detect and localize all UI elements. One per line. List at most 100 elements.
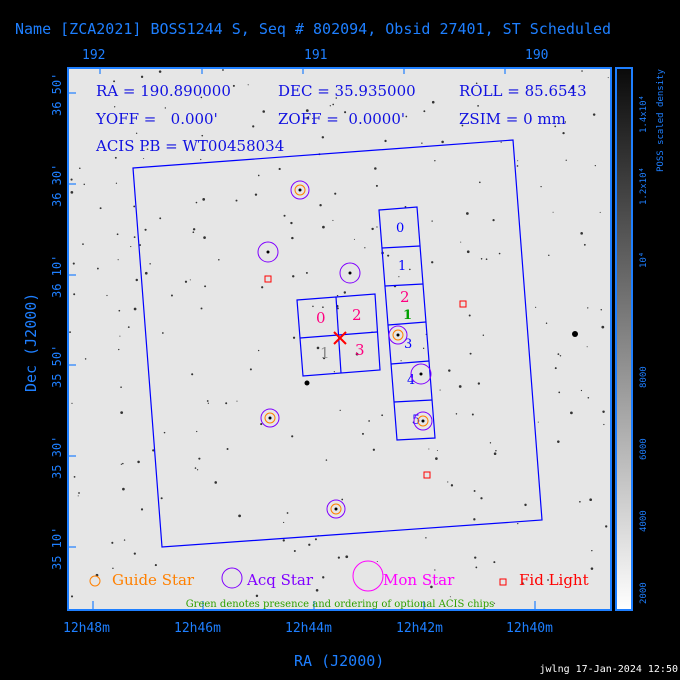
chip-label-i2: 2 [352,306,362,324]
sky-speck [106,294,108,297]
chip-label-i3: 3 [355,341,365,359]
sky-speck [200,96,203,99]
guide-star-marker [392,329,404,341]
sky-speck [493,452,497,455]
star [419,372,423,376]
sky-speck [589,498,593,502]
sky-speck [226,448,229,450]
sky-speck [257,349,260,352]
sky-speck [218,258,220,261]
sky-speck [99,207,102,210]
field-of-view-outline [132,139,543,548]
sky-speck [291,236,294,240]
sky-speck [305,109,309,112]
sky-speck [69,331,71,334]
left-tick-label: 35 50' [50,344,64,388]
acis-pb-value: ACIS PB = WT00458034 [95,137,284,155]
sky-speck [70,178,73,181]
sky-speck [290,221,293,225]
star [266,250,270,254]
acq-star-marker [290,180,310,200]
sky-speck [554,125,557,128]
axis-ticks [68,68,536,610]
chip-label-s5: 5 [412,413,420,428]
sky-speck [170,294,173,297]
sky-speck [278,167,281,171]
sky-speck [376,561,378,563]
sky-speck [247,84,249,86]
sky-speck [557,440,560,443]
sky-speck [283,214,286,217]
sky-speck [476,120,479,123]
sky-speck [222,69,224,71]
x-axis-label: RA (J2000) [294,652,385,670]
sky-speck [163,431,166,434]
roll-value: ROLL = 85.6543 [459,82,587,100]
sky-speck [140,75,144,79]
sky-speck [492,219,495,222]
fid-light-marker [264,275,272,283]
sky-speck [146,148,149,150]
sky-speck [204,285,207,288]
sky-speck [316,346,320,350]
sky-speck [158,70,162,73]
legend-note: Green denotes presence and ordering of o… [186,599,495,610]
mon-star-legend-icon [352,560,384,592]
sky-speck [70,190,74,194]
sky-speck [79,167,81,170]
sky-speck [70,595,74,598]
sky-speck [381,414,384,417]
star [421,419,425,423]
pointing-info: RA = 190.890000 DEC = 35.935000 ROLL = 8… [95,82,587,155]
sky-speck [344,111,347,114]
legend-acq-star: Acq Star [246,571,314,589]
sky-speck [113,80,116,83]
sky-speck [586,346,588,348]
sky-speck [579,500,581,503]
sky-speck [398,276,400,278]
sky-speck [78,492,80,494]
fid-light-marker [423,471,431,479]
sky-speck [261,286,264,289]
sky-speck [191,373,194,376]
sky-speck [583,243,586,246]
sky-speck [77,495,79,497]
sky-speck [524,503,527,507]
sky-speck [480,497,483,500]
acq-star-marker [410,363,432,385]
sky-speck [144,271,148,275]
sky-speck [200,307,203,310]
sky-speck [565,159,567,161]
sky-speck [192,231,195,234]
sky-speck [517,523,519,525]
sky-speck [306,116,310,120]
sky-speck [238,514,241,518]
sky-speck [118,348,120,351]
sky-speck [312,117,314,120]
sky-speck [135,278,139,282]
sky-speck [206,400,209,402]
sky-speck [236,400,238,402]
sky-speck [341,498,344,501]
sky-speck [254,193,258,196]
acq-star-marker [339,262,361,284]
sky-speck [337,556,340,559]
sky-speck [495,450,497,452]
sky-speck [435,457,438,460]
sky-speck [473,518,476,521]
sky-speck [431,261,434,264]
yoff-value: YOFF = 0.000' [95,110,218,128]
bottom-tick-label: 12h42m [396,621,443,636]
sky-speck [336,294,339,297]
chip-label-s3: 3 [404,337,412,352]
sky-speck [431,220,433,222]
sky-speck [590,567,594,570]
bottom-tick-label: 12h48m [63,621,110,636]
sky-speck [547,579,549,581]
sky-speck [202,198,206,201]
sky-speck [143,158,145,160]
sky-speck [466,212,469,215]
acis-s-array [378,206,436,441]
sky-speck [554,367,557,370]
sky-speck [594,164,596,167]
